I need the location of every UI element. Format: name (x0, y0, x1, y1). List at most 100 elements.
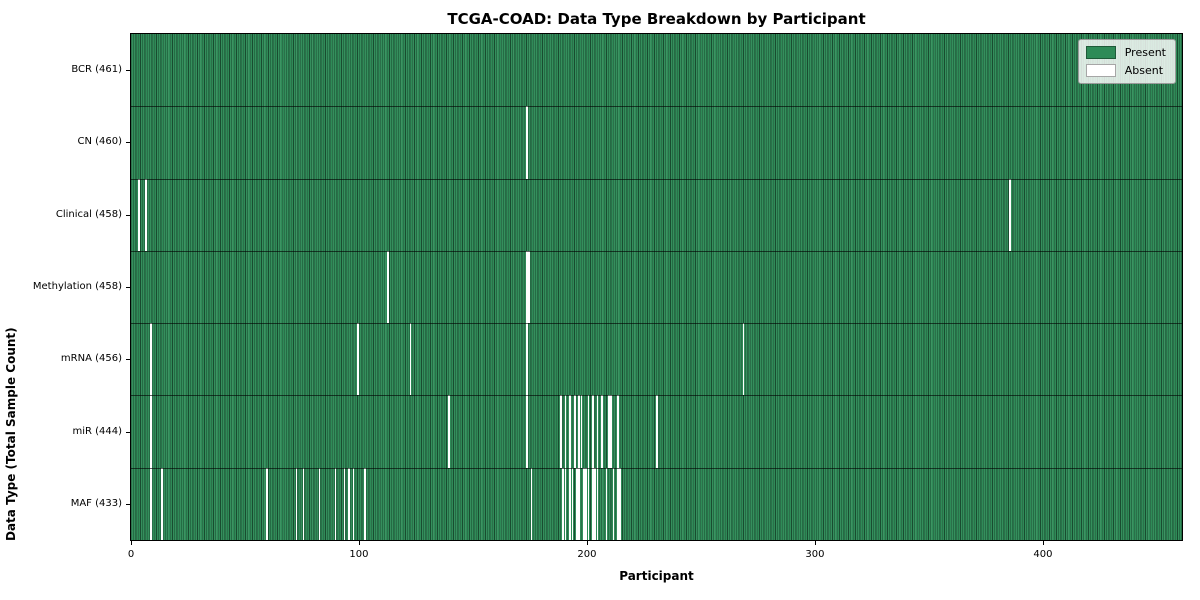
absent-cell (528, 250, 530, 324)
matrix-row-mir (131, 395, 1182, 468)
ytick-mrna: mRNA (456) (60, 353, 122, 365)
absent-cell (619, 467, 622, 540)
absent-cell (596, 395, 599, 468)
xtick-mark (1042, 541, 1044, 545)
absent-cell (266, 467, 268, 540)
xtick-mark (586, 541, 588, 545)
matrix-row-clinical (131, 178, 1182, 251)
absent-cell (592, 395, 594, 468)
xtick-400: 400 (1033, 549, 1053, 560)
absent-cell (526, 250, 528, 324)
absent-cell (564, 395, 567, 468)
xtick-100: 100 (349, 549, 369, 560)
absent-cell (594, 467, 597, 540)
absent-cell (580, 395, 583, 468)
absent-cell (318, 467, 321, 540)
absent-cell (596, 467, 599, 540)
ytick-cn: CN (460) (77, 136, 122, 148)
ytick-mark (126, 431, 130, 433)
absent-cell (585, 467, 587, 540)
absent-cell (578, 395, 581, 468)
row-separator (131, 323, 1182, 325)
legend-swatch-present (1085, 46, 1116, 59)
xtick-mark (131, 541, 132, 545)
absent-cell (526, 323, 528, 396)
x-axis-label: Participant (619, 569, 694, 583)
ytick-mark (126, 214, 130, 216)
ytick-mark (126, 70, 130, 72)
absent-cell (352, 467, 355, 540)
absent-cell (742, 323, 745, 396)
absent-cell (578, 467, 581, 540)
xtick-0: 0 (127, 549, 135, 560)
absent-cell (448, 395, 451, 468)
legend-label: Present (1124, 46, 1166, 59)
ytick-methylation: Methylation (458) (32, 281, 122, 292)
absent-cell (587, 395, 590, 468)
absent-cell (138, 178, 141, 251)
row-separator (131, 467, 1182, 469)
absent-cell (409, 323, 412, 396)
legend-item-absent: Absent (1085, 64, 1166, 77)
matrix-row-bcr (131, 34, 1182, 107)
absent-cell (587, 467, 590, 540)
ytick-maf: MAF (433) (70, 497, 122, 509)
plot-area: Present Absent (130, 33, 1183, 541)
absent-cell (617, 395, 619, 468)
legend-swatch-absent (1085, 64, 1116, 77)
ytick-mark (126, 287, 130, 288)
xtick-mark (814, 541, 816, 545)
absent-cell (605, 467, 608, 540)
absent-cell (612, 467, 615, 540)
legend-label: Absent (1124, 64, 1164, 77)
absent-cell (655, 395, 658, 468)
absent-cell (592, 467, 594, 540)
ytick-mark (126, 503, 130, 505)
matrix-row-mrna (131, 323, 1182, 396)
absent-cell (608, 395, 610, 468)
absent-cell (161, 467, 163, 540)
absent-cell (364, 467, 366, 540)
absent-cell (149, 467, 152, 540)
absent-cell (560, 395, 562, 468)
ytick-bcr: BCR (461) (71, 64, 122, 76)
absent-cell (343, 467, 346, 540)
matrix-row-maf (131, 467, 1182, 540)
absent-cell (530, 467, 533, 540)
absent-cell (573, 395, 576, 468)
absent-cell (601, 395, 603, 468)
absent-cell (526, 395, 528, 468)
absent-cell (295, 467, 298, 540)
absent-cell (145, 178, 147, 251)
absent-cell (564, 467, 567, 540)
xtick-300: 300 (805, 549, 825, 560)
row-separator (131, 178, 1182, 180)
ytick-mark (126, 359, 130, 361)
ytick-mir: miR (444) (72, 425, 122, 437)
absent-cell (357, 323, 359, 396)
ytick-clinical: Clinical (458) (55, 208, 122, 220)
ytick-mark (126, 142, 130, 144)
absent-cell (583, 467, 585, 540)
matrix-row-methylation (131, 250, 1182, 324)
legend-item-present: Present (1085, 46, 1166, 59)
absent-cell (610, 395, 613, 468)
absent-cell (569, 395, 571, 468)
absent-cell (576, 467, 578, 540)
absent-cell (571, 467, 574, 540)
row-separator (131, 395, 1182, 397)
absent-cell (149, 323, 152, 396)
absent-cell (1009, 178, 1011, 251)
absent-cell (386, 250, 389, 324)
absent-cell (562, 467, 565, 540)
absent-cell (334, 467, 337, 540)
absent-cell (617, 467, 619, 540)
absent-cell (302, 467, 305, 540)
chart-title: TCGA-COAD: Data Type Breakdown by Partic… (447, 10, 866, 28)
xtick-mark (358, 541, 360, 545)
legend: Present Absent (1077, 39, 1176, 84)
matrix-row-cn (131, 106, 1182, 179)
xtick-200: 200 (577, 549, 597, 560)
absent-cell (348, 467, 350, 540)
